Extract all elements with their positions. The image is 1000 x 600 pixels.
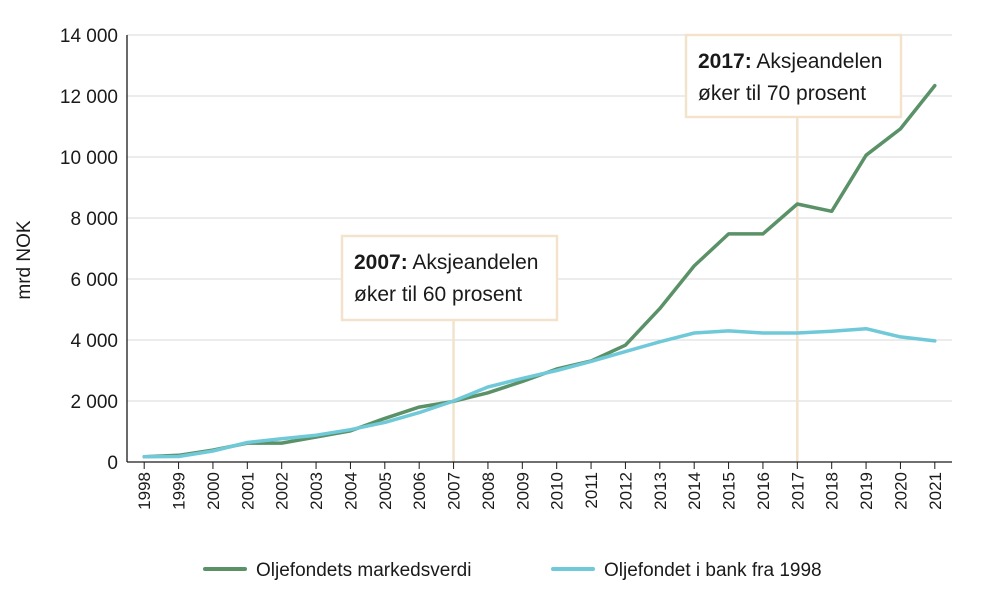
x-tick-label: 2019 [857, 472, 876, 510]
annotation-year: 2007: [354, 251, 408, 274]
annotation-2017: 2017: Aksjeandelen øker til 70 prosent [684, 33, 903, 119]
x-tick-label: 2001 [238, 472, 257, 510]
x-tick-label: 2000 [204, 472, 223, 510]
annotation-text: Aksjeandelen [408, 251, 539, 274]
y-tick-label: 6 000 [70, 270, 118, 291]
annotation-lines [452, 117, 799, 462]
x-tick-label: 2014 [685, 472, 704, 510]
axes [126, 35, 952, 463]
series-line-2 [142, 326, 937, 459]
annotation-box [340, 234, 559, 322]
x-tick-label: 1999 [170, 472, 189, 510]
x-tick-label: 2006 [410, 472, 429, 510]
y-tick-label: 8 000 [70, 209, 118, 230]
legend-item-1: Oljefondets markedsverdi [203, 560, 471, 581]
y-axis-label: mrd NOK [14, 220, 35, 300]
legend-item-2: Oljefondet i bank fra 1998 [551, 560, 822, 581]
x-tick-label: 2016 [754, 472, 773, 510]
annotation-text: Aksjeandelen [752, 50, 883, 73]
x-tick-label: 2008 [479, 472, 498, 510]
annotations: 2007: Aksjeandelen øker til 60 prosent 201… [340, 33, 903, 322]
x-tick-label: 2020 [891, 472, 910, 510]
y-tick-labels: 0 2 000 4 000 6 000 8 000 10 000 12 000 14 000 [60, 26, 118, 474]
x-tick-label: 2015 [720, 472, 739, 510]
y-tick-label: 2 000 [70, 392, 118, 413]
x-tick-label: 2010 [548, 472, 567, 510]
annotation-2007: 2007: Aksjeandelen øker til 60 prosent [340, 234, 559, 322]
x-tick-label: 2003 [307, 472, 326, 510]
x-tick-label: 2007 [445, 472, 464, 510]
legend-label: Oljefondets markedsverdi [256, 560, 471, 581]
x-tick-label: 2005 [376, 472, 395, 510]
annotation-line2: øker til 60 prosent [354, 283, 522, 306]
legend: Oljefondets markedsverdi Oljefondet i ban… [203, 560, 822, 581]
x-tick-label: 1998 [135, 472, 154, 510]
annotation-line1: 2007: Aksjeandelen [354, 251, 539, 274]
x-tick-label: 2002 [273, 472, 292, 510]
x-tick-label: 2009 [513, 472, 532, 510]
y-tick-label: 10 000 [60, 148, 118, 169]
annotation-box [684, 33, 903, 119]
series-lines [142, 83, 937, 459]
annotation-line2: øker til 70 prosent [698, 82, 866, 105]
x-tick-label: 2017 [788, 472, 807, 510]
x-tick-label: 2013 [651, 472, 670, 510]
x-tick-label: 2011 [582, 472, 601, 509]
legend-label: Oljefondet i bank fra 1998 [604, 560, 822, 581]
y-tick-label: 14 000 [60, 26, 118, 47]
x-tick-label: 2021 [926, 472, 945, 510]
y-tick-label: 0 [107, 453, 118, 474]
x-tick-label: 2018 [823, 472, 842, 510]
y-tick-label: 12 000 [60, 87, 118, 108]
x-tick-labels: 1998 1999 2000 2001 2002 2003 2004 2005 2006 2007… [135, 462, 945, 510]
x-tick-label: 2012 [616, 472, 635, 510]
annotation-line1: 2017: Aksjeandelen [698, 50, 883, 73]
x-tick-label: 2004 [341, 472, 360, 510]
y-tick-label: 4 000 [70, 331, 118, 352]
annotation-year: 2017: [698, 50, 752, 73]
